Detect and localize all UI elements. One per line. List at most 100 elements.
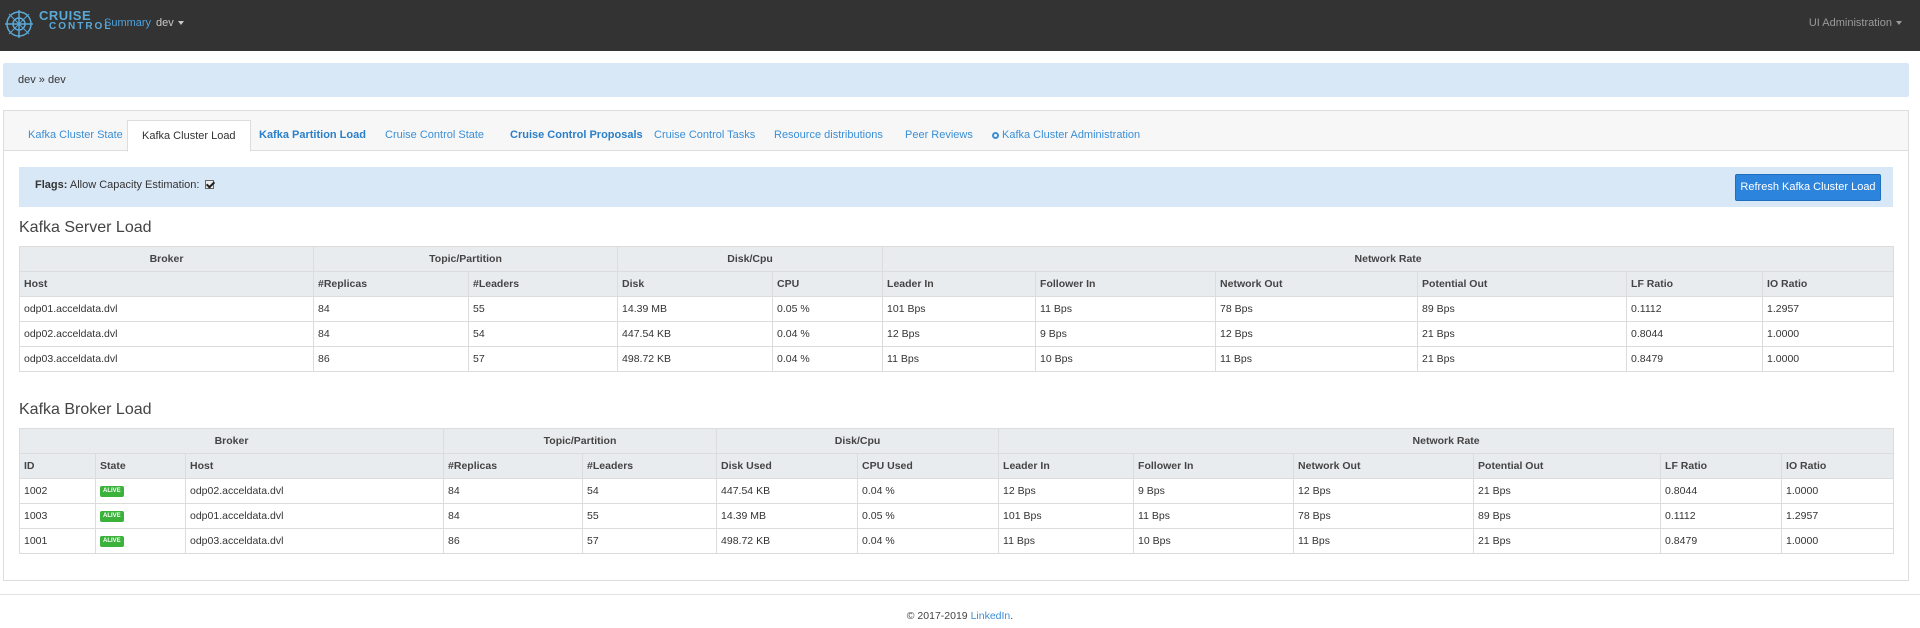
tab-cruise-control-state[interactable]: Cruise Control State — [385, 129, 485, 141]
table-cell: 55 — [467, 296, 619, 322]
table-cell: 84 — [313, 296, 469, 322]
table-cell: 78 Bps — [1293, 503, 1475, 529]
column-header-cell[interactable]: Network Out — [1215, 271, 1419, 297]
table-cell: 54 — [467, 321, 619, 347]
column-header-cell[interactable]: LF Ratio — [1626, 271, 1764, 297]
table-cell: 11 Bps — [882, 346, 1037, 372]
kafka-broker-load-table: Broker Topic/Partition Disk/Cpu Network Rat… — [18, 428, 1895, 554]
table-cell: 101 Bps — [882, 296, 1037, 322]
summary-link[interactable]: Summary — [104, 17, 152, 29]
table-cell: 498.72 KB — [617, 346, 774, 372]
group-header-cell: Topic/Partition — [443, 428, 718, 454]
column-header-row: Host #Replicas #Leaders Disk CPU Leader In Fol… — [19, 271, 1895, 297]
table-cell: 1002 — [19, 478, 96, 504]
table-cell: 11 Bps — [1133, 503, 1295, 529]
column-header-cell[interactable]: Disk Used — [716, 453, 859, 479]
table-cell: odp02.acceldata.dvl — [19, 321, 314, 347]
group-header-row: Broker Topic/Partition Disk/Cpu Network Rat… — [18, 428, 1895, 454]
table-cell: 84 — [443, 503, 584, 529]
column-header-cell[interactable]: Network Out — [1293, 453, 1475, 479]
footer: © 2017-2019 LinkedIn. — [0, 594, 1920, 628]
table-cell: 1.2957 — [1781, 503, 1895, 529]
table-cell: 9 Bps — [1133, 478, 1295, 504]
cluster-dropdown[interactable]: dev — [156, 17, 184, 29]
refresh-kafka-cluster-load-button[interactable]: Refresh Kafka Cluster Load — [1735, 174, 1881, 201]
table-row: 1001 ALIVE odp03.acceldata.dvl 86 57 498.72 K… — [19, 528, 1895, 554]
table-cell: 21 Bps — [1473, 528, 1662, 554]
column-header-cell[interactable]: Host — [184, 453, 445, 479]
column-header-cell[interactable]: Follower In — [1133, 453, 1295, 479]
table-cell: 0.1112 — [1660, 503, 1783, 529]
column-header-cell[interactable]: Leader In — [882, 271, 1037, 297]
column-header-cell[interactable]: Leader In — [998, 453, 1135, 479]
column-header-cell[interactable]: Disk — [617, 271, 774, 297]
table-cell: 1.0000 — [1762, 321, 1895, 347]
table-cell: odp01.acceldata.dvl — [184, 503, 445, 529]
table-cell: 0.04 % — [772, 346, 884, 372]
cruise-control-logo[interactable]: CRUISE CONTROL — [3, 8, 110, 40]
tab-kafka-cluster-administration[interactable]: Kafka Cluster Administration — [978, 120, 1154, 151]
table-cell: 0.05 % — [857, 503, 1000, 529]
table-cell: 0.04 % — [857, 528, 1000, 554]
tab-kafka-cluster-state[interactable]: Kafka Cluster State — [28, 129, 123, 141]
logo-wordmark: CRUISE CONTROL — [39, 9, 113, 32]
ui-administration-label: UI Administration — [1808, 17, 1892, 29]
group-header-cell: Disk/Cpu — [716, 428, 1000, 454]
table-cell: 89 Bps — [1473, 503, 1662, 529]
column-header-cell[interactable]: Potential Out — [1473, 453, 1662, 479]
column-header-cell[interactable]: CPU — [772, 271, 884, 297]
table-cell: 84 — [313, 321, 469, 347]
flags-label: Flags: — [35, 179, 68, 191]
column-header-cell[interactable]: #Replicas — [313, 271, 469, 297]
footer-linkedin-link[interactable]: LinkedIn — [970, 610, 1011, 622]
allow-capacity-estimation-checkbox[interactable] — [204, 180, 214, 189]
column-header-cell[interactable]: ID — [19, 453, 96, 479]
table-cell: 11 Bps — [1215, 346, 1419, 372]
ui-administration-menu[interactable]: UI Administration — [1809, 17, 1902, 29]
table-row: 1003 ALIVE odp01.acceldata.dvl 84 55 14.39 MB… — [19, 503, 1895, 529]
table-cell: 12 Bps — [1293, 478, 1475, 504]
table-cell: 498.72 KB — [716, 528, 859, 554]
tab-peer-reviews[interactable]: Peer Reviews — [905, 129, 973, 141]
table-cell: 447.54 KB — [617, 321, 774, 347]
gear-icon — [992, 132, 999, 139]
group-header-cell: Disk/Cpu — [617, 246, 884, 272]
caret-down-icon — [1896, 21, 1902, 26]
tab-resource-distributions[interactable]: Resource distributions — [774, 129, 883, 141]
table-cell: 14.39 MB — [716, 503, 859, 529]
table-cell: 9 Bps — [1035, 321, 1217, 347]
table-cell: 78 Bps — [1215, 296, 1419, 322]
status-badge: ALIVE — [100, 535, 124, 547]
column-header-cell[interactable]: #Leaders — [582, 453, 718, 479]
table-cell: 1.0000 — [1781, 478, 1895, 504]
column-header-cell[interactable]: IO Ratio — [1762, 271, 1895, 297]
column-header-cell[interactable]: State — [95, 453, 186, 479]
flags-text: Flags: Allow Capacity Estimation: — [35, 179, 214, 191]
breadcrumb: dev » dev — [3, 63, 1909, 97]
column-header-cell[interactable]: #Leaders — [467, 271, 619, 297]
tab-cruise-control-tasks[interactable]: Cruise Control Tasks — [654, 129, 756, 141]
tab-kafka-cluster-load[interactable]: Kafka Cluster Load — [127, 120, 251, 152]
column-header-cell[interactable]: LF Ratio — [1660, 453, 1783, 479]
table-cell: 1001 — [19, 528, 96, 554]
column-header-cell[interactable]: Host — [19, 271, 314, 297]
table-cell: 10 Bps — [1035, 346, 1217, 372]
column-header-cell[interactable]: IO Ratio — [1781, 453, 1895, 479]
table-cell: ALIVE — [95, 478, 186, 504]
column-header-cell[interactable]: Potential Out — [1417, 271, 1628, 297]
table-cell: 0.05 % — [772, 296, 884, 322]
table-cell: 10 Bps — [1133, 528, 1295, 554]
column-header-cell[interactable]: Follower In — [1035, 271, 1217, 297]
column-header-cell[interactable]: CPU Used — [857, 453, 1000, 479]
flags-bar: Flags: Allow Capacity Estimation: Refres… — [19, 167, 1893, 207]
column-header-cell[interactable]: #Replicas — [443, 453, 584, 479]
table-cell: 86 — [443, 528, 584, 554]
tab-cruise-control-proposals[interactable]: Cruise Control Proposals — [510, 129, 643, 141]
table-cell: 12 Bps — [1215, 321, 1419, 347]
logo-line-2: CONTROL — [49, 21, 113, 32]
table-cell: 55 — [582, 503, 718, 529]
tab-kafka-partition-load[interactable]: Kafka Partition Load — [259, 129, 366, 141]
table-cell: odp03.acceldata.dvl — [19, 346, 314, 372]
table-cell: 84 — [443, 478, 584, 504]
logo-icon — [5, 10, 33, 38]
